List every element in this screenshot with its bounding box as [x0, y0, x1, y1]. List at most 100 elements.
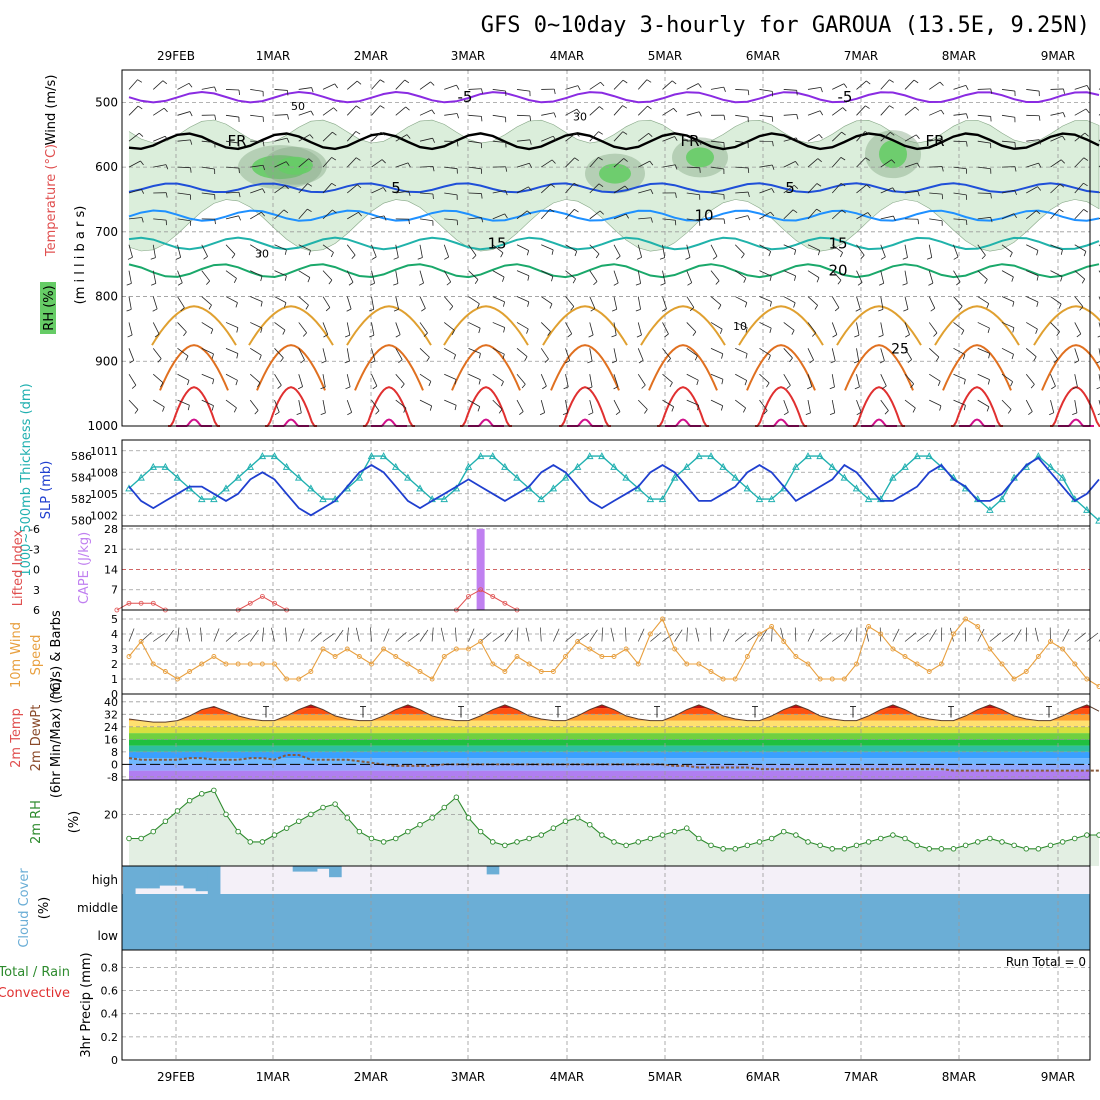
wind-barb	[953, 322, 965, 331]
wind-barb-flag	[638, 360, 644, 364]
wind-barb	[444, 192, 458, 196]
wind-barb	[928, 322, 938, 334]
temp2m-ytick-label: 32	[104, 708, 118, 721]
wind-barb	[807, 400, 811, 413]
temp-contour-warm	[151, 305, 237, 346]
wind-barb	[589, 244, 600, 255]
wind-barb	[443, 296, 454, 307]
wind-barb-flag	[692, 331, 697, 337]
wind10-barb	[516, 627, 519, 642]
rh2m-point	[538, 832, 545, 838]
precip-ylabel-2: Convective	[0, 986, 70, 1001]
wind-barb-flag	[793, 302, 796, 308]
wind-barb-flag	[742, 407, 746, 413]
wind-barb	[904, 244, 908, 258]
wind-barb-flag	[297, 386, 303, 390]
wind-barb-flag	[854, 334, 860, 338]
wind10-ylabels: 10m Wind Speed (m/s) & Barbs	[9, 610, 64, 700]
temp-contour-warm	[746, 344, 816, 391]
wind-barb	[977, 322, 990, 329]
wind-barb-flag	[805, 412, 811, 416]
wind-barb-flag	[283, 209, 289, 214]
wind-barb-flag	[912, 407, 916, 413]
thickness-point	[137, 473, 145, 481]
thickness-ylabel: 1000~500mb Thickness (dm)	[19, 383, 34, 576]
thickness-point	[682, 462, 691, 470]
wind-barb-flag	[1085, 108, 1090, 114]
wind-barb-flag	[599, 106, 604, 110]
wind-barb-flag	[694, 355, 698, 361]
wind-barb	[322, 244, 334, 253]
wind-barb	[856, 80, 867, 90]
wind-barb	[540, 348, 549, 360]
wind-barb-flag	[286, 137, 290, 143]
wind-barb-flag	[320, 412, 326, 416]
wind-barb-flag	[855, 308, 861, 312]
slp-ylabel: SLP (mb)	[39, 461, 54, 520]
wind-barb-flag	[613, 386, 619, 390]
wind10-barb	[601, 627, 604, 642]
wind-barb	[589, 374, 593, 388]
bottom-date-label: 6MAR	[746, 1070, 781, 1084]
wind-barb-flag	[837, 280, 842, 285]
thickness-point	[234, 473, 242, 481]
wind-barb	[735, 322, 748, 328]
wind-barb	[419, 399, 432, 407]
wind-barb-flag	[325, 307, 331, 312]
wind-barb-flag	[1074, 360, 1079, 364]
wind-barb	[444, 373, 457, 380]
wind-barb	[904, 190, 918, 194]
wind-barb-flag	[811, 332, 817, 337]
wind-barb-flag	[527, 275, 530, 281]
top-date-label: 7MAR	[844, 49, 879, 63]
wind-barb	[880, 132, 891, 142]
wind-barb-flag	[961, 330, 965, 335]
rh2m-point	[914, 842, 920, 849]
wind-barb	[759, 244, 771, 252]
wind-barb	[589, 322, 594, 336]
wind-barb-flag	[505, 166, 508, 172]
temp2m-band	[122, 696, 1090, 702]
wind-barb-flag	[300, 359, 305, 364]
wind-barb-flag	[829, 412, 835, 416]
wind-barb	[492, 213, 505, 220]
temp2m-ytick-label: 0	[111, 758, 118, 771]
wind-barb	[686, 373, 699, 381]
wind-barb-flag	[834, 307, 840, 312]
wind-barb-flag	[446, 281, 451, 286]
wind-barb	[928, 244, 933, 258]
wind-barb	[953, 373, 966, 380]
wind-barb-flag	[1013, 213, 1017, 219]
wind10-point	[393, 654, 399, 659]
wind10-point	[647, 631, 653, 637]
cloud-ylabel: Cloud Cover	[17, 868, 32, 948]
wind-barb-flag	[428, 381, 432, 387]
wind-barb	[1026, 270, 1039, 277]
wind-barb	[516, 322, 529, 330]
wind-barb-flag	[332, 131, 337, 136]
wind10-barb	[383, 628, 390, 642]
wind-barb	[953, 347, 966, 355]
wind-barb	[492, 347, 505, 355]
thickness-ytick-label: 586	[71, 450, 92, 463]
wind-barb	[735, 114, 749, 118]
wind10-point	[320, 646, 326, 652]
cloud-ylabel-units: (%)	[37, 897, 52, 920]
wind-barb-flag	[1030, 384, 1035, 389]
rh2m-point	[647, 835, 654, 842]
wind-barb	[662, 348, 671, 359]
wind-barb	[759, 399, 768, 411]
bottom-date-label: 7MAR	[844, 1070, 879, 1084]
slp-ytick-label: 1002	[90, 509, 118, 522]
top-date-label: 2MAR	[354, 49, 389, 63]
wind10-barb	[431, 627, 434, 642]
thickness-point	[598, 452, 606, 460]
wind-barb	[953, 166, 967, 170]
wind-barb-flag	[699, 167, 701, 173]
wind-barb-flag	[417, 257, 423, 260]
wind10-barb	[589, 629, 598, 642]
wind-barb-flag	[986, 406, 990, 412]
wind-barb-flag	[393, 257, 399, 260]
wind-barb-flag	[1096, 387, 1100, 390]
wind-barb-flag	[356, 184, 362, 189]
